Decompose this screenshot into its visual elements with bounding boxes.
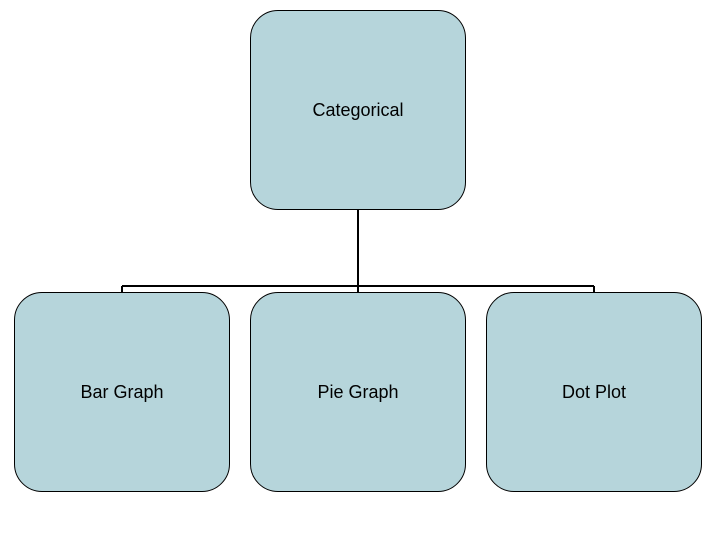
node-label: Pie Graph: [317, 382, 398, 403]
root-node-categorical: Categorical: [250, 10, 466, 210]
child-node-bar-graph: Bar Graph: [14, 292, 230, 492]
child-node-dot-plot: Dot Plot: [486, 292, 702, 492]
child-node-pie-graph: Pie Graph: [250, 292, 466, 492]
node-label: Categorical: [312, 100, 403, 121]
diagram-canvas: Categorical Bar Graph Pie Graph Dot Plot: [0, 0, 720, 540]
node-label: Dot Plot: [562, 382, 626, 403]
node-label: Bar Graph: [80, 382, 163, 403]
